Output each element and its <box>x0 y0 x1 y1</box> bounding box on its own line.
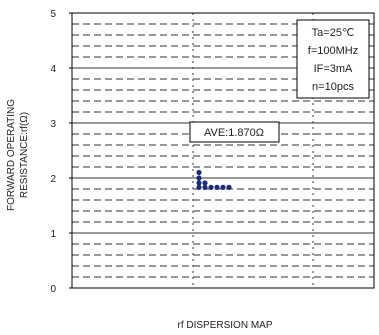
condition-line: Ta=25℃ <box>312 27 355 39</box>
condition-line: f=100MHz <box>308 45 358 57</box>
average-label: AVE:1.870Ω <box>204 127 264 139</box>
data-point <box>220 184 226 190</box>
conditions-box-frame <box>296 19 370 99</box>
data-points <box>196 169 232 190</box>
average-box-frame <box>189 121 280 143</box>
grid-lines <box>72 13 374 288</box>
y-tick-label: 2 <box>50 174 56 185</box>
y-tick-label: 1 <box>50 229 56 240</box>
y-axis-label-line-2: RESISTANCE:rf(Ω) <box>19 112 30 198</box>
conditions-box: Ta=25℃ f=100MHz IF=3mA n=10pcs <box>296 19 370 99</box>
data-point <box>196 175 202 181</box>
data-point <box>226 184 232 190</box>
data-point <box>196 169 202 176</box>
data-point <box>202 184 208 190</box>
data-point <box>196 180 202 186</box>
condition-line: n=10pcs <box>312 81 354 93</box>
plot-frame <box>71 12 375 289</box>
y-tick-label: 0 <box>50 284 56 295</box>
data-point <box>196 184 202 190</box>
y-tick-label: 4 <box>50 64 56 75</box>
y-tick-label: 5 <box>50 9 56 20</box>
y-axis-label-line-1: FORWARD OPERATING <box>6 99 17 211</box>
y-axis: 0 1 2 3 4 5 <box>50 9 72 295</box>
data-point <box>208 184 214 190</box>
data-point <box>214 184 220 190</box>
condition-line: IF=3mA <box>314 63 353 75</box>
average-box: AVE:1.870Ω <box>189 121 280 143</box>
y-tick-label: 3 <box>50 119 56 130</box>
chart-caption: rf DISPERSION MAP <box>177 320 272 331</box>
data-point <box>202 180 208 186</box>
